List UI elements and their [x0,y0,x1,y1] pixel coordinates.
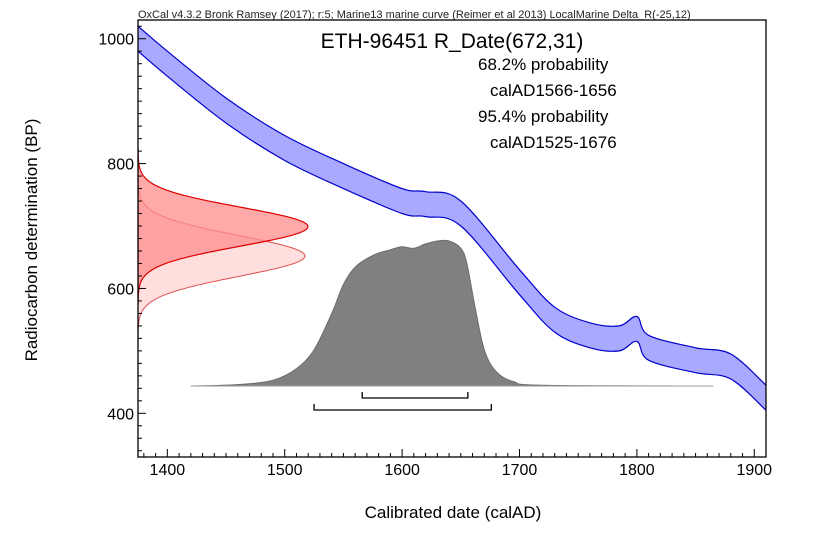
x-tick-label: 1600 [384,462,420,479]
x-tick-label: 1500 [267,462,303,479]
x-axis-label: Calibrated date (calAD) [365,503,542,522]
chart-header: OxCal v4.3.2 Bronk Ramsey (2017); r:5; M… [138,9,691,21]
calibration-curve-lower-line [138,50,766,411]
x-tick-label: 1700 [502,462,538,479]
calibration-curve-band [138,26,766,411]
y-tick-label: 1000 [98,32,134,49]
radiocarbon-date-distribution [138,148,309,305]
calibration-curve-upper-line [138,25,766,386]
y-tick-label: 400 [107,406,134,423]
x-tick-label: 1400 [150,462,186,479]
prob-95-label: 95.4% probability [478,107,609,126]
x-tick-label: 1900 [736,462,772,479]
y-tick-label: 600 [107,281,134,298]
y-axis-label: Radiocarbon determination (BP) [22,119,41,362]
range-95-label: calAD1525-1676 [490,133,617,152]
y-tick-label: 800 [107,157,134,174]
range-bracket-95 [313,404,492,411]
chart-title: ETH-96451 R_Date(672,31) [321,30,584,53]
x-tick-label: 1800 [619,462,655,479]
range-68-label: calAD1566-1656 [490,81,617,100]
calibrated-date-distribution [190,239,714,387]
prob-68-label: 68.2% probability [478,55,609,74]
plot-area [138,25,766,411]
range-bracket-68 [361,392,469,399]
